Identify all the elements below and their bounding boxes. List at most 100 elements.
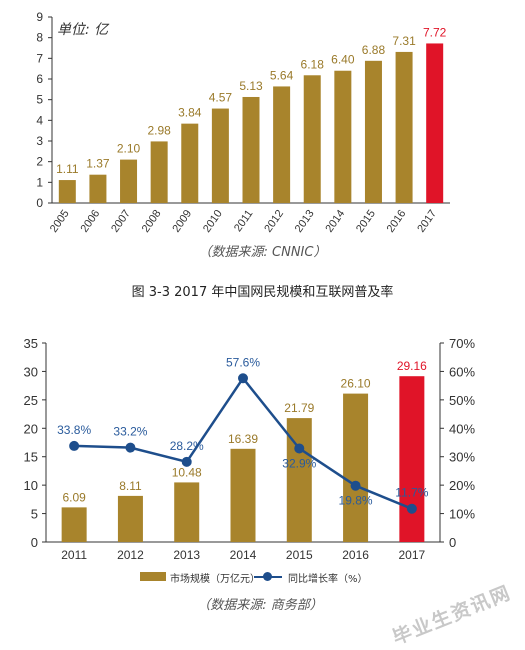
chart2-right-tick-label: 40% bbox=[449, 421, 475, 436]
chart1-bar bbox=[211, 108, 229, 203]
chart1-y-tick-label: 1 bbox=[36, 175, 43, 189]
chart1-bar bbox=[58, 180, 76, 203]
chart2-right-tick-label: 70% bbox=[449, 336, 475, 351]
chart2-growth-value-label: 11.7% bbox=[395, 486, 428, 500]
chart2-left-tick-label: 10 bbox=[24, 478, 38, 493]
chart1-y-tick-label: 8 bbox=[36, 31, 43, 45]
chart2-right-tick-label: 50% bbox=[449, 393, 475, 408]
chart1-bar-value-label: 6.40 bbox=[331, 53, 355, 67]
chart1-source: （数据来源: CNNIC） bbox=[198, 245, 327, 260]
chart2-growth-value-label: 33.2% bbox=[113, 425, 147, 439]
chart2-left-tick-label: 20 bbox=[24, 421, 38, 436]
chart2-bar-value-label: 29.16 bbox=[397, 359, 427, 373]
chart2-right-tick-label: 10% bbox=[449, 507, 475, 522]
chart2-left-tick-label: 0 bbox=[31, 535, 38, 550]
chart1-y-tick-label: 2 bbox=[36, 155, 43, 169]
chart1-bar-value-label: 1.11 bbox=[56, 162, 79, 176]
chart1-bar bbox=[273, 86, 291, 203]
legend-line-marker bbox=[263, 572, 272, 581]
chart2-right-tick-label: 60% bbox=[449, 364, 475, 379]
chart1-bar-value-label: 2.98 bbox=[147, 123, 171, 137]
chart1-x-tick-label: 2010 bbox=[201, 208, 225, 235]
chart2-left-tick-label: 5 bbox=[31, 507, 38, 522]
chart2-x-tick-label: 2013 bbox=[173, 548, 200, 562]
chart2-x-tick-label: 2011 bbox=[61, 548, 87, 562]
chart2-x-tick-label: 2015 bbox=[286, 548, 313, 562]
chart2-left-tick-label: 35 bbox=[24, 336, 38, 351]
chart2-bar bbox=[117, 495, 143, 542]
chart2-growth-marker bbox=[125, 442, 136, 453]
legend-bar-swatch bbox=[140, 572, 166, 581]
chart1-bar bbox=[426, 43, 444, 203]
chart1-bar-value-label: 7.31 bbox=[392, 34, 416, 48]
chart1-x-tick-label: 2005 bbox=[48, 208, 72, 235]
chart1-bar-value-label: 4.57 bbox=[209, 91, 233, 105]
chart1-x-tick-label: 2006 bbox=[79, 208, 103, 235]
chart1-x-tick-label: 2007 bbox=[109, 208, 133, 235]
chart2-growth-marker bbox=[238, 373, 248, 384]
chart2-bar bbox=[174, 482, 200, 542]
chart1-y-tick-label: 5 bbox=[36, 93, 43, 107]
market-scale-chart: 0 5 10 15 20 25 30 35 0 10% 20% 30% 40% 50% 60% 70% 6.09… bbox=[24, 336, 476, 562]
chart1-x-tick-label: 2016 bbox=[385, 208, 409, 235]
chart1-bar bbox=[181, 123, 199, 203]
chart2-growth-value-label: 33.8% bbox=[57, 423, 91, 437]
chart2-x-tick-label: 2016 bbox=[342, 548, 369, 562]
chart1-x-tick-label: 2008 bbox=[140, 208, 164, 235]
chart1-x-tick-label: 2014 bbox=[323, 208, 347, 235]
chart2-bar-value-label: 6.09 bbox=[62, 490, 86, 504]
chart1-x-tick-label: 2009 bbox=[170, 208, 194, 235]
chart1-bar bbox=[242, 96, 260, 203]
chart2-growth-value-label: 28.2% bbox=[170, 439, 204, 453]
chart1-bar-value-label: 5.13 bbox=[239, 79, 263, 93]
chart1-bar bbox=[364, 60, 382, 204]
chart2-growth-marker bbox=[294, 443, 305, 454]
netizen-scale-chart: 0 1 2 3 4 5 6 7 8 9 单位: 亿 1.11 2005 1.37 2006 2.10 2007 2… bbox=[36, 10, 450, 235]
chart2-growth-value-label: 19.8% bbox=[339, 494, 373, 508]
chart1-x-tick-label: 2011 bbox=[232, 208, 255, 234]
chart1-y-tick-label: 6 bbox=[36, 72, 43, 86]
chart2-left-tick-label: 15 bbox=[24, 450, 38, 465]
chart1-unit-label: 单位: 亿 bbox=[57, 22, 110, 38]
chart1-bar bbox=[150, 141, 168, 203]
chart2-bar-value-label: 26.10 bbox=[341, 377, 371, 391]
chart1-bar-value-label: 1.37 bbox=[86, 157, 110, 171]
chart2-bar-value-label: 16.39 bbox=[228, 432, 258, 446]
legend-line-label: 同比增长率（%） bbox=[288, 574, 368, 585]
chart2-growth-marker bbox=[350, 480, 361, 491]
chart2-bar bbox=[343, 393, 369, 542]
chart2-x-tick-label: 2017 bbox=[399, 548, 426, 562]
chart1-bar-value-label: 7.72 bbox=[423, 25, 447, 39]
chart1-bar-value-label: 6.88 bbox=[362, 43, 386, 57]
chart1-x-tick-label: 2017 bbox=[415, 208, 439, 235]
chart1-bar-value-label: 3.84 bbox=[178, 106, 202, 120]
chart1-x-tick-label: 2012 bbox=[262, 208, 286, 235]
figure-caption: 图 3-3 2017 年中国网民规模和互联网普及率 bbox=[131, 285, 394, 300]
chart2-right-tick-label: 20% bbox=[449, 478, 475, 493]
chart1-bar bbox=[395, 51, 413, 203]
chart2-bar-value-label: 21.79 bbox=[284, 401, 314, 415]
chart2-bar bbox=[61, 507, 87, 542]
chart2-right-tick-label: 30% bbox=[449, 450, 475, 465]
chart2-growth-marker bbox=[406, 503, 417, 514]
chart1-x-tick-label: 2013 bbox=[293, 208, 317, 235]
chart2-bar-value-label: 8.11 bbox=[119, 479, 142, 493]
chart1-bar-value-label: 2.10 bbox=[117, 142, 141, 156]
chart2-growth-marker bbox=[181, 456, 192, 467]
chart2-growth-value-label: 57.6% bbox=[226, 355, 260, 369]
chart2-x-tick-label: 2014 bbox=[230, 548, 257, 562]
chart1-bar bbox=[89, 174, 107, 203]
chart2-bar bbox=[230, 448, 256, 542]
chart1-bar-value-label: 6.18 bbox=[301, 57, 325, 71]
chart2-legend: 市场规模（万亿元） 同比增长率（%） bbox=[0, 569, 525, 585]
chart1-y-tick-label: 3 bbox=[36, 134, 43, 148]
chart1-y-tick-label: 7 bbox=[36, 51, 43, 65]
legend-bar-label: 市场规模（万亿元） bbox=[170, 574, 260, 585]
chart2-bar-value-label: 10.48 bbox=[172, 465, 202, 479]
chart2-source: （数据来源: 商务部） bbox=[197, 598, 323, 613]
chart1-bar bbox=[120, 159, 138, 203]
chart2-bar bbox=[399, 376, 425, 542]
chart2-growth-marker bbox=[69, 440, 80, 451]
chart2-left-tick-label: 30 bbox=[24, 364, 38, 379]
